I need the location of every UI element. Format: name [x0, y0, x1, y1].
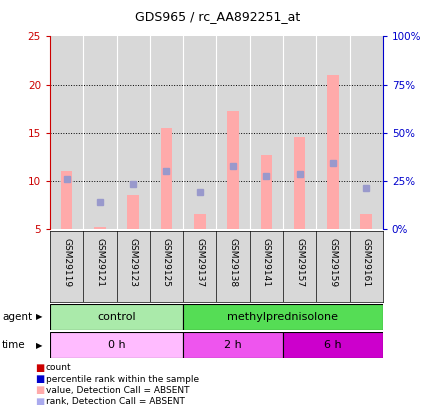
- Bar: [183, 304, 382, 330]
- Bar: [127, 195, 139, 229]
- Text: ▶: ▶: [36, 312, 42, 322]
- Text: ■: ■: [35, 374, 44, 384]
- Text: GSM29123: GSM29123: [128, 238, 138, 287]
- Text: 2 h: 2 h: [224, 340, 241, 350]
- Bar: [227, 111, 238, 229]
- Text: agent: agent: [2, 312, 32, 322]
- Bar: [160, 128, 172, 229]
- Text: GSM29159: GSM29159: [328, 238, 337, 287]
- Text: methylprednisolone: methylprednisolone: [227, 312, 338, 322]
- Text: GSM29125: GSM29125: [161, 238, 171, 287]
- Bar: [94, 227, 105, 229]
- Text: ■: ■: [35, 397, 44, 405]
- Bar: [61, 171, 72, 229]
- Text: ▶: ▶: [36, 341, 42, 350]
- Text: percentile rank within the sample: percentile rank within the sample: [46, 375, 198, 384]
- Text: control: control: [97, 312, 135, 322]
- Bar: [183, 332, 283, 358]
- Bar: [359, 214, 371, 229]
- Text: time: time: [2, 340, 26, 350]
- Bar: [50, 304, 183, 330]
- Text: 0 h: 0 h: [108, 340, 125, 350]
- Text: 6 h: 6 h: [323, 340, 341, 350]
- Text: count: count: [46, 363, 71, 372]
- Text: GSM29138: GSM29138: [228, 238, 237, 287]
- Text: GSM29141: GSM29141: [261, 238, 270, 287]
- Text: GSM29161: GSM29161: [361, 238, 370, 287]
- Text: GSM29157: GSM29157: [294, 238, 303, 287]
- Bar: [194, 214, 205, 229]
- Text: GSM29137: GSM29137: [195, 238, 204, 287]
- Bar: [50, 332, 183, 358]
- Text: ■: ■: [35, 386, 44, 395]
- Text: rank, Detection Call = ABSENT: rank, Detection Call = ABSENT: [46, 397, 184, 405]
- Bar: [260, 155, 272, 229]
- Bar: [293, 137, 305, 229]
- Bar: [283, 332, 382, 358]
- Text: value, Detection Call = ABSENT: value, Detection Call = ABSENT: [46, 386, 189, 395]
- Text: GSM29121: GSM29121: [95, 238, 104, 287]
- Bar: [326, 75, 338, 229]
- Text: GDS965 / rc_AA892251_at: GDS965 / rc_AA892251_at: [135, 10, 299, 23]
- Text: GSM29119: GSM29119: [62, 238, 71, 287]
- Text: ■: ■: [35, 363, 44, 373]
